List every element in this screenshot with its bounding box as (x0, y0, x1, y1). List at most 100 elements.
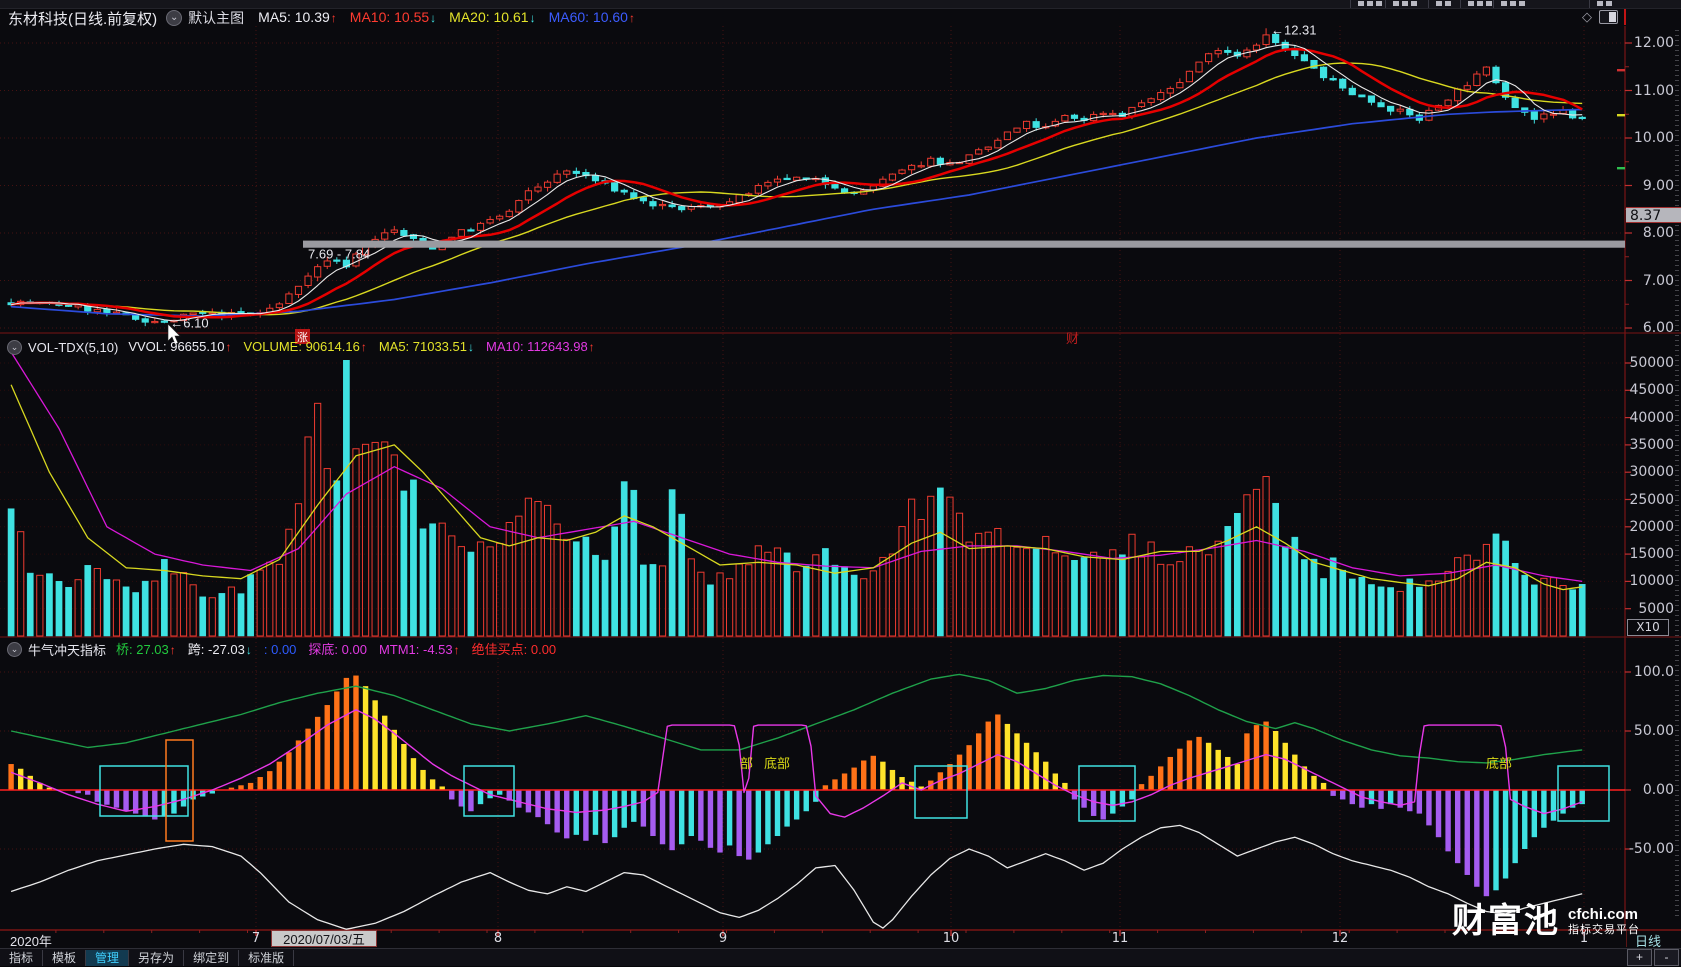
chevron-down-icon[interactable]: ⌄ (166, 10, 183, 26)
watermark: 财富池 cfchi.com 指标交易平台 (1452, 901, 1640, 941)
indicator-value: 跨: -27.03↓ (187, 642, 252, 657)
oscillator-indicator-name: 牛气冲天指标 (28, 642, 107, 658)
axis-label: 20000 (1629, 518, 1674, 535)
zoom-in-button[interactable]: + (1627, 949, 1652, 966)
status-tab-指标[interactable]: 指标 (0, 950, 44, 966)
month-label: 8 (493, 931, 503, 946)
indicator-value: VVOL: 96655.10↑ (128, 339, 232, 354)
watermark-site: cfchi.com (1568, 906, 1639, 923)
month-label: 11 (1111, 931, 1129, 946)
axis-label: 35000 (1629, 436, 1674, 453)
cursor-marker-line (1624, 9, 1626, 25)
volume-indicator-name: VOL-TDX(5,10) (28, 339, 119, 355)
signal-box (99, 765, 189, 817)
watermark-tagline: 指标交易平台 (1568, 924, 1640, 936)
axis-label: 50000 (1629, 355, 1674, 371)
zoom-out-button[interactable]: - (1654, 949, 1679, 966)
oscillator-panel-header: ⌄ 牛气冲天指标 桥: 27.03↑ 跨: -27.03↓ : 0.00 探底: 0.… (7, 641, 568, 658)
year-label: 2020年 (10, 934, 52, 949)
month-label: 7 (251, 931, 261, 946)
cai-marker-text: 财 (1066, 331, 1079, 346)
diamond-icon[interactable]: ◇ (1582, 9, 1592, 24)
axis-label: 11.00 (1633, 82, 1674, 99)
axis-label: -50.00 (1628, 841, 1674, 857)
oscillator-bars-layer (8, 675, 1585, 897)
indicator-value: : 0.00 (263, 642, 297, 657)
indicator-value: MA10: 112643.98↑ (486, 339, 595, 354)
status-tab-标准版[interactable]: 标准版 (239, 950, 295, 966)
axis-label: 100.0 (1633, 664, 1674, 680)
indicator-value: MA20: 10.61↓ (449, 9, 536, 25)
month-label: 10 (942, 931, 960, 946)
status-tab-绑定到[interactable]: 绑定到 (184, 950, 240, 966)
low-annotation: ←6.10 (170, 315, 208, 330)
signal-box (463, 765, 515, 817)
axis-label: 10000 (1629, 573, 1674, 590)
price-marker-badge: 8.37 (1626, 207, 1681, 224)
window-toolbar-cutoff (0, 0, 1681, 9)
axis-label: 8.00 (1642, 225, 1674, 241)
status-tab-模板[interactable]: 模板 (43, 950, 87, 966)
price-band (303, 240, 1625, 248)
chevron-down-icon[interactable]: ⌄ (7, 641, 22, 657)
status-bar: 指标 模板 管理 另存为 绑定到 标准版 + - (0, 948, 1681, 966)
indicator-value: MTM1: -4.53↑ (378, 642, 460, 657)
axis-label: 15000 (1629, 546, 1674, 563)
ma-lines-layer (10, 43, 1583, 322)
axis-label: 25000 (1629, 491, 1674, 508)
indicator-value: 探底: 0.00 (308, 642, 367, 657)
status-tab-另存为[interactable]: 另存为 (129, 950, 185, 966)
status-tab-管理[interactable]: 管理 (86, 950, 130, 966)
watermark-logo: 财富池 (1452, 902, 1560, 940)
chevron-down-icon[interactable]: ⌄ (7, 339, 22, 355)
volume-unit-label: X10 (1627, 619, 1669, 636)
axis-label: 50.00 (1633, 723, 1674, 739)
time-axis: 2020年 7 8 9 10 11 12 1 2020/07/03/五 日线 (0, 930, 1681, 949)
volume-bars-layer (7, 360, 1586, 637)
indicator-value: 绝佳买点: 0.00 (471, 642, 557, 657)
axis-label: 5000 (1638, 600, 1674, 617)
axis-label: 6.00 (1642, 320, 1674, 336)
month-label: 1 (1579, 931, 1589, 946)
period-label[interactable]: 日线 (1626, 931, 1681, 949)
split-pane-icon[interactable] (1599, 10, 1618, 24)
indicator-value: MA10: 10.55↓ (349, 9, 437, 25)
month-label: 9 (718, 931, 728, 946)
axis-label: 30000 (1629, 464, 1674, 481)
signal-box (165, 739, 194, 842)
axis-label: 7.00 (1642, 272, 1674, 289)
indicator-value: MA5: 71033.51↓ (378, 339, 474, 354)
date-box: 2020/07/03/五 (271, 930, 377, 947)
main-chart-header: 东材科技(日线.前复权) ⌄ 默认主图 MA5: 10.39↑ MA10: 10.… (8, 9, 648, 28)
header-right-icons: ◇ (1582, 9, 1626, 25)
signal-box (1078, 765, 1136, 822)
high-annotation: ←12.31 (1271, 22, 1317, 37)
bottom-signal-label: 底部 (1486, 756, 1512, 771)
volume-panel-header: ⌄ VOL-TDX(5,10) VVOL: 96655.10↑ VOLUME: 9… (7, 339, 607, 355)
stock-title: 东材科技(日线.前复权) (8, 10, 158, 28)
mouse-cursor (167, 323, 181, 345)
axis-label: 45000 (1629, 382, 1674, 399)
axis-label: 9.00 (1642, 177, 1674, 194)
candles-layer (7, 28, 1586, 327)
axis-label: 40000 (1629, 409, 1674, 426)
ma-values-list: MA5: 10.39↑ MA10: 10.55↓ MA20: 10.61↓ MA60:… (258, 9, 648, 27)
indicator-value: MA60: 10.60↑ (548, 9, 635, 25)
bottom-signal-label: 部 (740, 756, 753, 771)
month-label: 12 (1331, 931, 1349, 946)
bottom-signal-label: 底部 (764, 756, 790, 771)
axis-label: 0.00 (1642, 782, 1674, 798)
signal-box (1557, 765, 1610, 822)
signal-box (914, 765, 968, 819)
price-band-label: 7.69 - 7.84 (308, 247, 370, 262)
main-overlay-label[interactable]: 默认主图 (188, 10, 245, 26)
limit-up-badge (295, 329, 310, 344)
indicator-value: VOLUME: 90614.16↑ (243, 339, 367, 354)
axis-label: 12.00 (1633, 35, 1674, 51)
indicator-value: 桥: 27.03↑ (116, 642, 176, 657)
limit-up-badge-text: 涨 (297, 331, 308, 344)
indicator-value: MA5: 10.39↑ (258, 9, 337, 25)
axis-label: 10.00 (1633, 130, 1674, 146)
